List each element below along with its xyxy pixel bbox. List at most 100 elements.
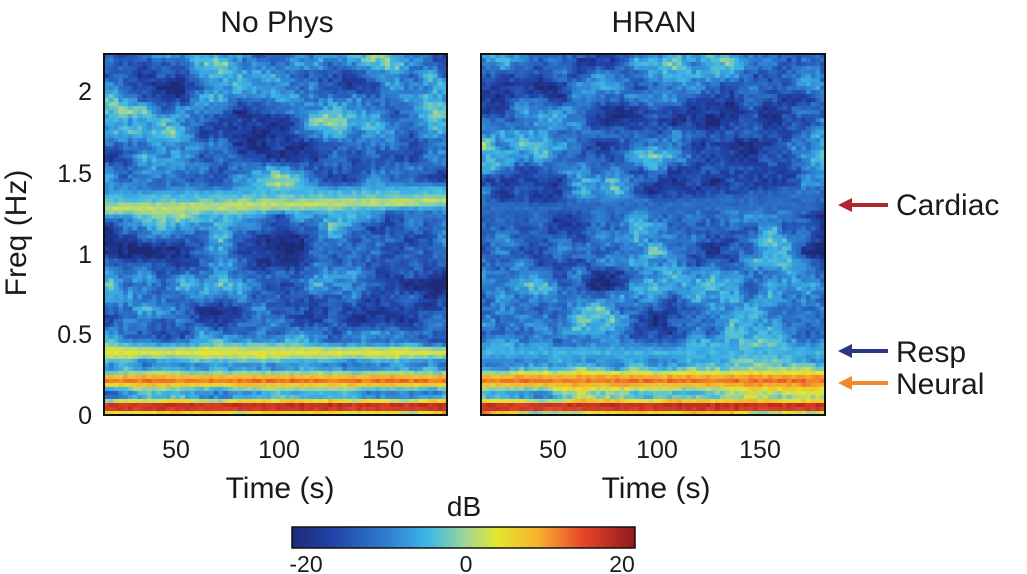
heatmap-cell <box>356 194 362 199</box>
heatmap-cell <box>204 98 210 103</box>
heatmap-cell <box>108 146 115 151</box>
heatmap-cell <box>418 290 424 296</box>
heatmap-cell <box>184 238 191 244</box>
heatmap-cell <box>332 254 339 260</box>
heatmap-cell <box>256 250 262 256</box>
heatmap-cell <box>194 82 200 87</box>
heatmap-cell <box>251 102 258 107</box>
heatmap-cell <box>227 222 234 228</box>
heatmap-cell <box>294 114 300 119</box>
heatmap-cell <box>423 206 429 212</box>
heatmap-cell <box>427 110 434 115</box>
heatmap-cell <box>437 110 443 115</box>
heatmap-cell <box>432 118 439 123</box>
heatmap-cell <box>161 58 167 63</box>
heatmap-cell <box>313 86 319 91</box>
heatmap-cell <box>370 146 377 151</box>
heatmap-cell <box>294 98 300 103</box>
heatmap-cell <box>127 142 134 147</box>
heatmap-cell <box>280 322 286 328</box>
heatmap-cell <box>170 210 177 216</box>
heatmap-cell <box>427 198 434 204</box>
heatmap-cell <box>184 110 191 115</box>
heatmap-cell <box>346 122 353 127</box>
heatmap-cell <box>342 126 348 131</box>
heatmap-cell <box>437 134 443 139</box>
heatmap-cell <box>380 190 386 195</box>
heatmap-cell <box>366 218 372 224</box>
heatmap-cell <box>165 54 172 59</box>
heatmap-cell <box>199 110 205 115</box>
heatmap-cell <box>108 198 115 204</box>
heatmap-cell <box>104 202 110 208</box>
heatmap-cell <box>232 190 238 195</box>
heatmap-cell <box>246 198 253 204</box>
heatmap-cell <box>332 214 339 220</box>
heatmap-cell <box>118 222 124 228</box>
heatmap-cell <box>366 154 372 159</box>
heatmap-cell <box>323 62 329 67</box>
heatmap-cell <box>337 118 343 123</box>
heatmap-cell <box>156 54 162 59</box>
heatmap-cell <box>299 62 305 67</box>
heatmap-cell <box>432 130 439 135</box>
heatmap-cell <box>123 86 129 91</box>
heatmap-cell <box>242 322 248 328</box>
heatmap-cell <box>118 330 124 336</box>
heatmap-cell <box>175 94 181 99</box>
heatmap-cell <box>394 54 400 59</box>
heatmap-cell <box>156 230 162 236</box>
heatmap-cell <box>123 322 129 328</box>
heatmap-cell <box>332 58 339 63</box>
heatmap-cell <box>318 126 324 131</box>
heatmap-cell <box>437 294 443 300</box>
heatmap-cell <box>127 310 134 316</box>
heatmap-cell <box>165 242 172 248</box>
heatmap-cell <box>218 170 224 175</box>
heatmap-cell <box>423 74 429 79</box>
heatmap-cell <box>108 118 115 123</box>
heatmap-cell <box>204 302 210 308</box>
heatmap-cell <box>165 194 172 199</box>
heatmap-cell <box>346 214 353 220</box>
heatmap-cell <box>242 226 248 232</box>
heatmap-cell <box>337 258 343 264</box>
heatmap-cell <box>408 226 415 232</box>
heatmap-cell <box>437 198 443 204</box>
heatmap-cell <box>342 226 348 232</box>
heatmap-cell <box>285 194 291 199</box>
heatmap-cell <box>204 62 210 67</box>
heatmap-cell <box>280 98 286 103</box>
heatmap-cell <box>442 266 448 272</box>
heatmap-cell <box>246 266 253 272</box>
heatmap-cell <box>265 178 272 183</box>
heatmap-cell <box>427 126 434 131</box>
heatmap-cell <box>199 282 205 288</box>
heatmap-cell <box>242 126 248 131</box>
heatmap-cell <box>261 166 267 171</box>
heatmap-cell <box>313 182 319 187</box>
heatmap-cell <box>404 82 410 87</box>
heatmap-cell <box>361 194 367 199</box>
heatmap-cell <box>246 186 253 191</box>
heatmap-cell <box>389 306 396 312</box>
heatmap-cell <box>113 326 119 332</box>
heatmap-cell <box>308 138 315 143</box>
heatmap-cell <box>285 90 291 95</box>
heatmap-cell <box>389 114 396 119</box>
heatmap-cell <box>127 58 134 63</box>
heatmap-cell <box>280 150 286 155</box>
heatmap-cell <box>299 118 305 123</box>
heatmap-cell <box>427 102 434 107</box>
heatmap-cell <box>413 302 420 308</box>
heatmap-cell <box>204 86 210 91</box>
heatmap-cell <box>208 282 215 288</box>
heatmap-cell <box>299 222 305 228</box>
heatmap-cell <box>308 202 315 208</box>
heatmap-cell <box>199 182 205 187</box>
heatmap-cell <box>146 226 153 232</box>
heatmap-cell <box>261 314 267 320</box>
heatmap-cell <box>104 106 110 111</box>
heatmap-cell <box>313 190 319 195</box>
heatmap-cell <box>418 254 424 260</box>
